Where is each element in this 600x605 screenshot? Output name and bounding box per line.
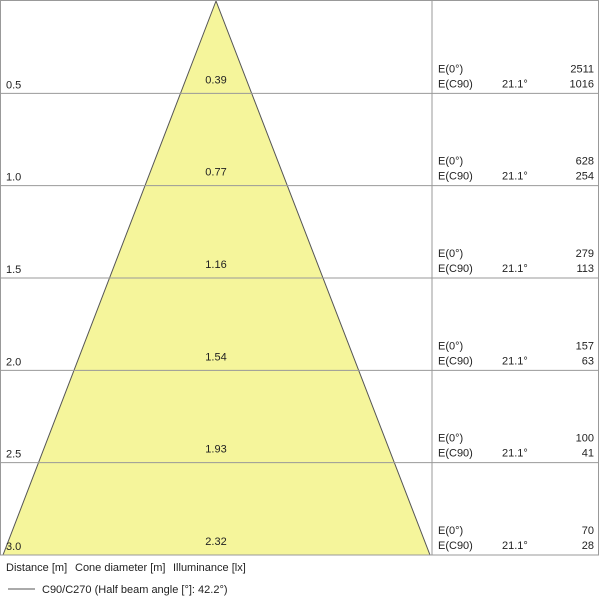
footer-diameter: Cone diameter [m] bbox=[75, 562, 165, 574]
ec90-value: 41 bbox=[582, 448, 594, 460]
ec90-label: E(C90) bbox=[438, 540, 473, 552]
e0-value: 2511 bbox=[570, 63, 594, 75]
e0-label: E(0°) bbox=[438, 156, 463, 168]
e0-label: E(0°) bbox=[438, 63, 463, 75]
cone-diameter: 1.93 bbox=[205, 444, 226, 456]
e0-label: E(0°) bbox=[438, 525, 463, 537]
ec90-value: 254 bbox=[576, 171, 594, 183]
legend-text: C90/C270 (Half beam angle [°]: 42.2°) bbox=[42, 584, 228, 596]
e0-value: 157 bbox=[576, 340, 594, 352]
distance: 1.5 bbox=[6, 264, 21, 276]
e0-value: 279 bbox=[576, 248, 594, 260]
cone-diameter: 2.32 bbox=[205, 536, 226, 548]
distance: 0.5 bbox=[6, 79, 21, 91]
cone-diameter: 0.77 bbox=[205, 167, 226, 179]
ec90-value: 1016 bbox=[570, 78, 594, 90]
half-angle: 21.1° bbox=[502, 540, 528, 552]
cone-diameter: 1.54 bbox=[205, 351, 226, 363]
cone-diameter: 1.16 bbox=[205, 259, 226, 271]
ec90-label: E(C90) bbox=[438, 78, 473, 90]
ec90-label: E(C90) bbox=[438, 355, 473, 367]
half-angle: 21.1° bbox=[502, 263, 528, 275]
ec90-value: 28 bbox=[582, 540, 594, 552]
distance: 3.0 bbox=[6, 541, 21, 553]
distance: 2.0 bbox=[6, 356, 21, 368]
footer-illuminance: Illuminance [lx] bbox=[173, 562, 246, 574]
e0-value: 628 bbox=[576, 156, 594, 168]
e0-value: 100 bbox=[576, 433, 594, 445]
cone-diameter: 0.39 bbox=[205, 74, 226, 86]
e0-label: E(0°) bbox=[438, 433, 463, 445]
footer-distance: Distance [m] bbox=[6, 562, 67, 574]
half-angle: 21.1° bbox=[502, 448, 528, 460]
half-angle: 21.1° bbox=[502, 171, 528, 183]
ec90-value: 113 bbox=[576, 263, 594, 275]
distance: 1.0 bbox=[6, 172, 21, 184]
e0-label: E(0°) bbox=[438, 248, 463, 260]
e0-label: E(0°) bbox=[438, 340, 463, 352]
ec90-value: 63 bbox=[582, 355, 594, 367]
ec90-label: E(C90) bbox=[438, 263, 473, 275]
distance: 2.5 bbox=[6, 449, 21, 461]
half-angle: 21.1° bbox=[502, 355, 528, 367]
ec90-label: E(C90) bbox=[438, 448, 473, 460]
ec90-label: E(C90) bbox=[438, 171, 473, 183]
e0-value: 70 bbox=[582, 525, 594, 537]
half-angle: 21.1° bbox=[502, 78, 528, 90]
